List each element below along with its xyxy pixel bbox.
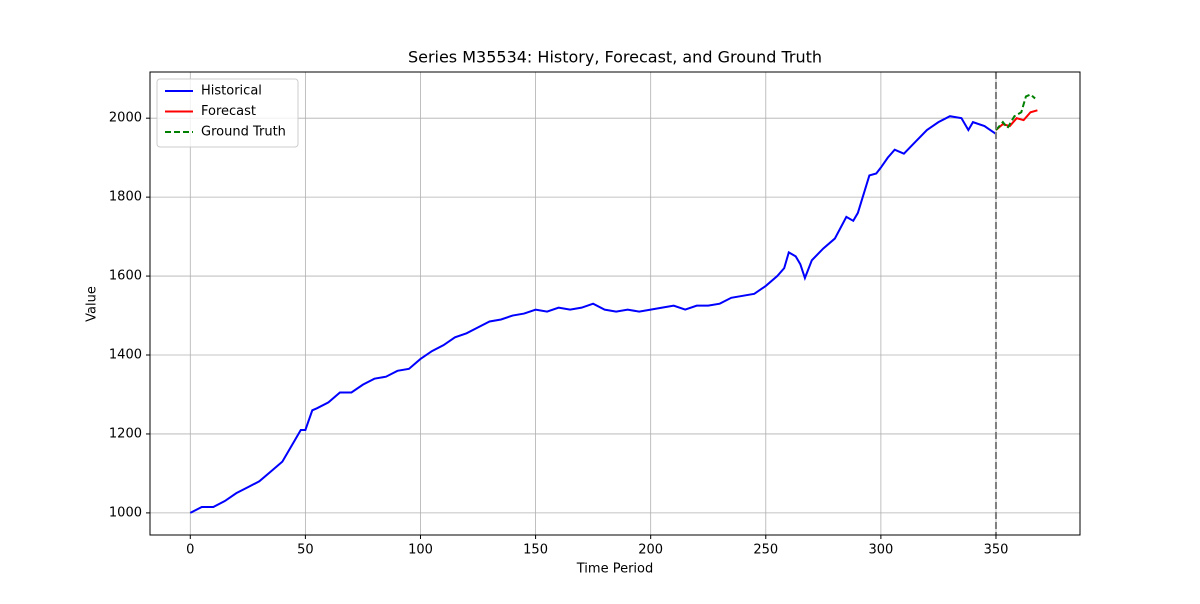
legend-label: Historical [201, 84, 262, 99]
legend-label: Ground Truth [201, 125, 286, 140]
y-tick-label: 1400 [109, 348, 142, 363]
y-axis-label: Value [85, 286, 100, 322]
plot-frame [149, 71, 1081, 536]
y-tick-label: 2000 [109, 111, 142, 126]
x-tick-label: 100 [408, 543, 433, 558]
legend-box [156, 78, 299, 148]
series-line [995, 93, 1036, 131]
x-tick-label: 0 [186, 543, 194, 558]
x-tick-label: 150 [523, 543, 548, 558]
y-tick-label: 1200 [109, 426, 142, 441]
x-tick-label: 200 [638, 543, 663, 558]
x-tick-label: 300 [868, 543, 893, 558]
x-tick-label: 350 [984, 543, 1009, 558]
y-tick-label: 1600 [109, 269, 142, 284]
legend: Historical Forecast Ground Truth [156, 78, 299, 148]
chart-title: Series M35534: History, Forecast, and Gr… [408, 48, 822, 67]
x-tick-label: 50 [297, 543, 314, 558]
series-line [189, 115, 997, 514]
y-tick-label: 1800 [109, 190, 142, 205]
legend-label: Forecast [201, 104, 256, 119]
series-line [995, 109, 1038, 131]
x-tick-label: 250 [753, 543, 778, 558]
y-tick-label: 1000 [109, 505, 142, 520]
x-axis-label: Time Period [576, 562, 653, 577]
